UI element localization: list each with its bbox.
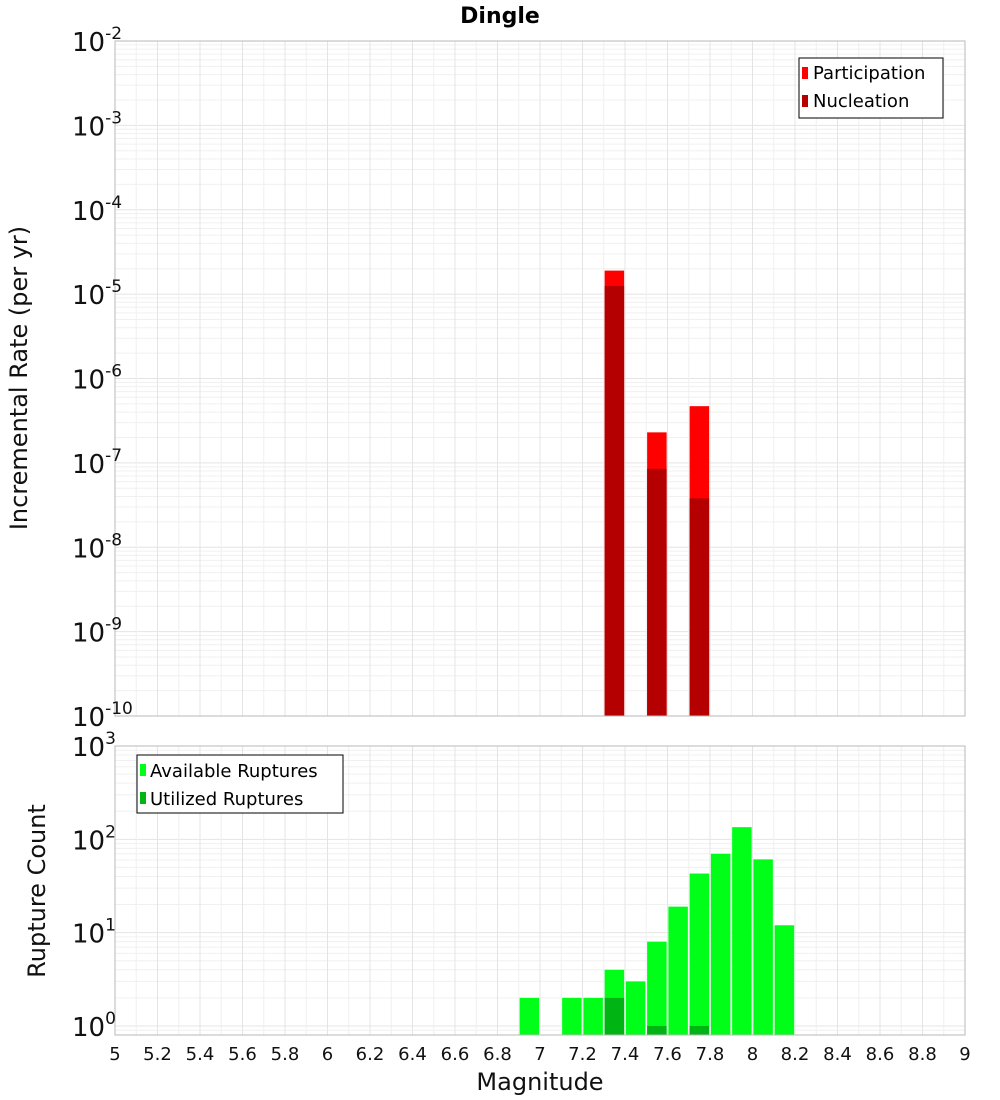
x-axis-ticks: 5 5.2 5.4 5.6 5.8 6 6.2 6.4 6.6 6.8 7 7.2 7.4 7.6 7.8 8… [109,1044,970,1065]
x-tick-label: 7.4 [611,1044,640,1065]
bottom-bars [519,827,795,1035]
chart-title: Dingle [460,4,540,29]
legend-label-participation: Participation [813,63,925,84]
legend-label-available: Available Ruptures [150,761,318,782]
y-tick-label: 10-6 [72,362,122,396]
x-tick-label: 7 [534,1044,545,1065]
bottom-y-axis-ticks: 103 102 101 100 [72,729,116,1043]
legend-label-nucleation: Nucleation [813,91,909,112]
x-tick-label: 6.6 [441,1044,470,1065]
available-ruptures-bar [732,827,752,1035]
y-tick-label: 102 [72,822,116,856]
x-tick-label: 8.2 [781,1044,810,1065]
top-grid [114,41,966,717]
bottom-legend: Available Ruptures Utilized Ruptures [136,754,344,814]
x-tick-label: 6.4 [398,1044,427,1065]
x-axis-label: Magnitude [476,1068,603,1096]
x-tick-label: 5.6 [228,1044,257,1065]
x-tick-label: 7.6 [653,1044,682,1065]
top-legend-box [798,57,944,119]
x-tick-label: 5 [109,1044,120,1065]
x-tick-label: 8.4 [823,1044,852,1065]
x-tick-label: 6 [322,1044,333,1065]
x-tick-label: 7.2 [568,1044,597,1065]
x-tick-label: 5.4 [186,1044,215,1065]
bottom-legend-box [136,754,344,814]
legend-swatch-available [140,764,146,776]
legend-swatch-participation [802,67,808,79]
top-legend: Participation Nucleation [798,57,944,119]
top-y-axis-label: Incremental Rate (per yr) [5,226,33,530]
y-tick-label: 10-2 [72,24,122,58]
bottom-y-axis-label: Rupture Count [23,804,51,978]
x-tick-label: 7.8 [696,1044,725,1065]
x-tick-label: 6.8 [483,1044,512,1065]
available-ruptures-bar [710,853,731,1035]
top-plot-frame [114,40,966,717]
utilized-ruptures-bar [647,1025,667,1035]
x-tick-label: 8 [747,1044,758,1065]
x-tick-label: 8.8 [908,1044,937,1065]
y-tick-label: 101 [72,916,116,950]
available-ruptures-bar [562,997,582,1035]
y-tick-label: 103 [72,729,116,763]
legend-swatch-utilized [140,792,146,804]
y-tick-label: 10-10 [72,699,133,733]
utilized-ruptures-bar [604,997,625,1035]
available-ruptures-bar [519,997,540,1035]
x-tick-label: 5.2 [143,1044,172,1065]
available-ruptures-bar [774,925,795,1035]
nucleation-bar [604,285,625,716]
y-tick-label: 10-3 [72,108,122,142]
y-tick-label: 10-8 [72,530,122,564]
top-bars [604,270,710,716]
available-ruptures-bar [689,873,710,1035]
available-ruptures-bar [647,941,667,1035]
bottom-grid [114,746,966,1036]
y-tick-label: 10-7 [72,446,122,480]
x-tick-label: 5.8 [271,1044,300,1065]
y-tick-label: 10-5 [72,277,122,311]
utilized-ruptures-bar [689,1025,710,1035]
available-ruptures-bar [625,981,646,1035]
y-tick-label: 10-4 [72,193,122,227]
x-tick-label: 6.2 [356,1044,385,1065]
x-tick-label: 8.6 [866,1044,895,1065]
legend-label-utilized: Utilized Ruptures [150,789,303,810]
bottom-plot-frame [114,745,966,1036]
available-ruptures-bar [753,859,773,1035]
nucleation-bar [689,498,710,716]
top-y-axis-ticks: 10-2 10-3 10-4 10-5 10-6 10-7 10-8 10-9 10-10 [72,24,133,733]
nucleation-bar [647,468,667,716]
legend-swatch-nucleation [802,95,808,107]
available-ruptures-bar [583,997,603,1035]
available-ruptures-bar [668,906,688,1035]
x-tick-label: 9 [959,1044,970,1065]
y-tick-label: 100 [72,1009,116,1043]
y-tick-label: 10-9 [72,615,122,649]
